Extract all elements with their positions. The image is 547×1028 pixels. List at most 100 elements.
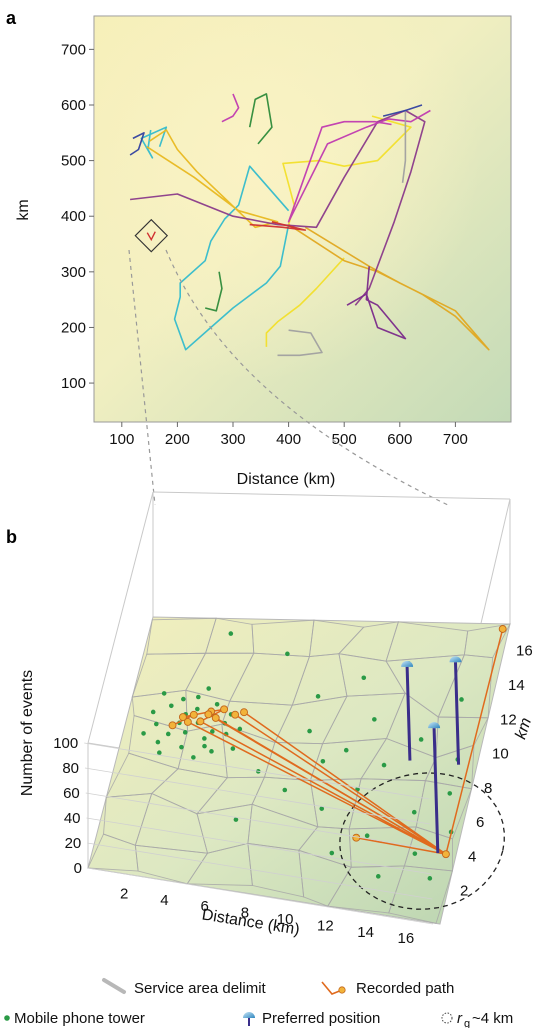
zoom-guide-right bbox=[165, 249, 449, 506]
tower-dot bbox=[307, 728, 312, 734]
b-x-tick-label: 4 bbox=[160, 892, 168, 909]
tower-dot bbox=[375, 874, 381, 879]
panel-a-glow bbox=[94, 16, 511, 422]
trajectory-12 bbox=[205, 271, 223, 312]
tower-dot bbox=[179, 744, 184, 750]
recorded-path-node bbox=[352, 833, 361, 842]
trajectory-3 bbox=[146, 129, 279, 229]
tower-dot bbox=[195, 706, 200, 712]
recorded-path-node bbox=[231, 710, 240, 719]
tower-dot bbox=[320, 758, 326, 764]
x-tick-label: 600 bbox=[387, 431, 412, 448]
b-x-tick-label: 8 bbox=[241, 905, 249, 922]
panel-b-y-label: km bbox=[512, 716, 535, 742]
tower-dot bbox=[329, 850, 335, 856]
panel-a-map: 100 200 300 400 500 600 700 100 200 300 400 500 600… bbox=[61, 15, 512, 448]
tower-dot bbox=[282, 787, 288, 793]
x-tick-label: 400 bbox=[276, 431, 301, 448]
b-x-tick-label: 2 bbox=[120, 885, 128, 902]
preferred-position-icon bbox=[243, 1012, 255, 1026]
trajectory-8 bbox=[287, 109, 431, 223]
b-x-tick-label: 6 bbox=[201, 898, 209, 915]
legend-tower: Mobile phone tower bbox=[14, 1010, 145, 1027]
y-tick-label: 200 bbox=[61, 319, 86, 336]
z-tick-label: 60 bbox=[63, 785, 80, 802]
z-gridline bbox=[86, 817, 432, 875]
tower-dot bbox=[161, 691, 167, 696]
y-tick-label: 600 bbox=[61, 97, 86, 114]
preferred-spike bbox=[453, 662, 461, 765]
tower-dot bbox=[411, 809, 417, 815]
recorded-path-node bbox=[168, 721, 177, 730]
panel-a-trajectories bbox=[129, 93, 490, 357]
tower-dot bbox=[364, 833, 370, 838]
trajectory-14 bbox=[401, 110, 407, 183]
trajectory-13 bbox=[277, 329, 323, 357]
b-y-tick-label: 12 bbox=[500, 711, 517, 728]
tower-dot bbox=[191, 755, 196, 760]
x-tick-label: 500 bbox=[332, 431, 357, 448]
service-area-swatch bbox=[102, 978, 126, 994]
tower-dot bbox=[381, 762, 387, 768]
b-y-tick-label: 14 bbox=[508, 677, 525, 694]
tower-dot bbox=[155, 739, 161, 745]
tower-dot bbox=[427, 876, 433, 881]
recorded-path-node bbox=[178, 713, 187, 722]
tower-dot bbox=[169, 703, 174, 709]
b-y-tick-label: 16 bbox=[516, 643, 533, 660]
panel-a-x-ticks: 100 200 300 400 500 600 700 bbox=[109, 422, 468, 448]
tower-dot bbox=[230, 746, 236, 751]
trajectory-11 bbox=[248, 93, 273, 145]
recorded-path-node bbox=[441, 850, 450, 859]
panel-b-service-areas bbox=[87, 617, 511, 924]
b-x-tick-label: 14 bbox=[357, 924, 374, 941]
recorded-path-node bbox=[196, 717, 205, 726]
tower-dot bbox=[361, 675, 367, 681]
legend-recorded-path: Recorded path bbox=[356, 980, 454, 997]
tower-dot bbox=[150, 709, 156, 715]
tower-dot bbox=[206, 686, 212, 691]
tower-dot bbox=[447, 791, 453, 796]
z-tick-label: 80 bbox=[62, 760, 79, 777]
panel-a-y-label: km bbox=[15, 199, 32, 220]
legend-rg-symbol: r bbox=[457, 1010, 463, 1027]
panel-b-recorded-path bbox=[168, 625, 507, 859]
recorded-path-node bbox=[498, 625, 507, 633]
panel-a-y-ticks: 100 200 300 400 500 600 700 bbox=[61, 41, 94, 392]
tower-dot bbox=[141, 731, 146, 736]
preferred-spike bbox=[405, 666, 412, 761]
tower-dot bbox=[372, 717, 377, 722]
legend-preferred: Preferred position bbox=[262, 1010, 380, 1027]
trajectory-9 bbox=[346, 266, 407, 340]
panel-b-letter: b bbox=[6, 527, 17, 547]
b-y-tick-label: 4 bbox=[468, 848, 476, 865]
b-x-tick-label: 10 bbox=[277, 911, 294, 928]
tower-dot bbox=[209, 749, 214, 754]
rg-circle bbox=[339, 772, 505, 910]
trajectory-6 bbox=[288, 223, 490, 351]
tower-dot bbox=[210, 729, 215, 734]
x-tick-label: 200 bbox=[165, 431, 190, 448]
b-y-tick-label: 2 bbox=[460, 883, 468, 900]
z-gridline bbox=[87, 842, 433, 900]
tower-dot bbox=[315, 694, 321, 699]
x-tick-label: 100 bbox=[109, 431, 134, 448]
panel-a-letter: a bbox=[6, 8, 17, 28]
zoom-box bbox=[134, 218, 169, 253]
x-tick-label: 700 bbox=[443, 431, 468, 448]
tower-dot bbox=[459, 697, 464, 702]
x-tick-label: 300 bbox=[220, 431, 245, 448]
tower-dot bbox=[202, 743, 207, 749]
tower-dot bbox=[182, 730, 188, 735]
tower-dot bbox=[214, 701, 220, 707]
b-y-tick-label: 8 bbox=[484, 780, 492, 797]
recorded-path-node bbox=[240, 708, 248, 717]
tower-dot bbox=[181, 696, 186, 702]
panel-b-rg-circle bbox=[339, 772, 505, 910]
tower-icon bbox=[4, 1015, 10, 1021]
zoom-box-path bbox=[146, 231, 156, 242]
recorded-path-node-icon bbox=[338, 986, 346, 994]
tower-dot bbox=[196, 694, 201, 700]
